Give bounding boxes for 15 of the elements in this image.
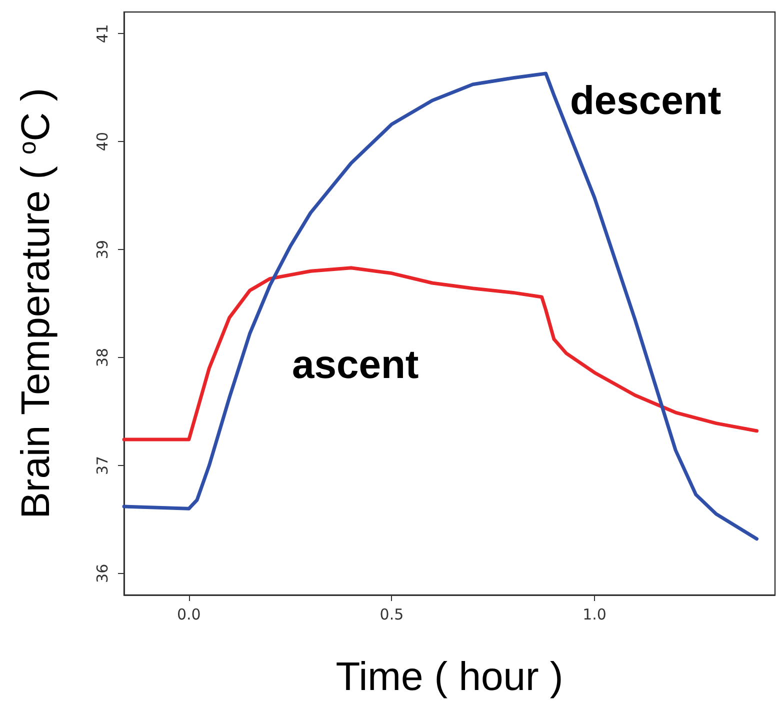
y-tick-label: 36 — [94, 564, 112, 583]
x-tick-label: 1.0 — [582, 606, 606, 624]
y-axis-title: Brain Temperature ( oC ) — [14, 88, 58, 519]
x-axis-title: Time ( hour ) — [336, 655, 564, 699]
line-series — [122, 266, 758, 442]
y-tick-label: 41 — [94, 24, 112, 44]
y-tick-label: 38 — [94, 348, 112, 368]
x-tick-label: 0.5 — [380, 606, 404, 624]
y-tick-label: 37 — [94, 456, 112, 475]
y-tick-label: 39 — [94, 240, 112, 260]
annotation: descent — [570, 79, 722, 123]
x-tick-label: 0.0 — [176, 606, 201, 624]
annotation: ascent — [292, 343, 419, 387]
line-series — [122, 72, 758, 541]
y-tick-label: 40 — [94, 132, 112, 152]
